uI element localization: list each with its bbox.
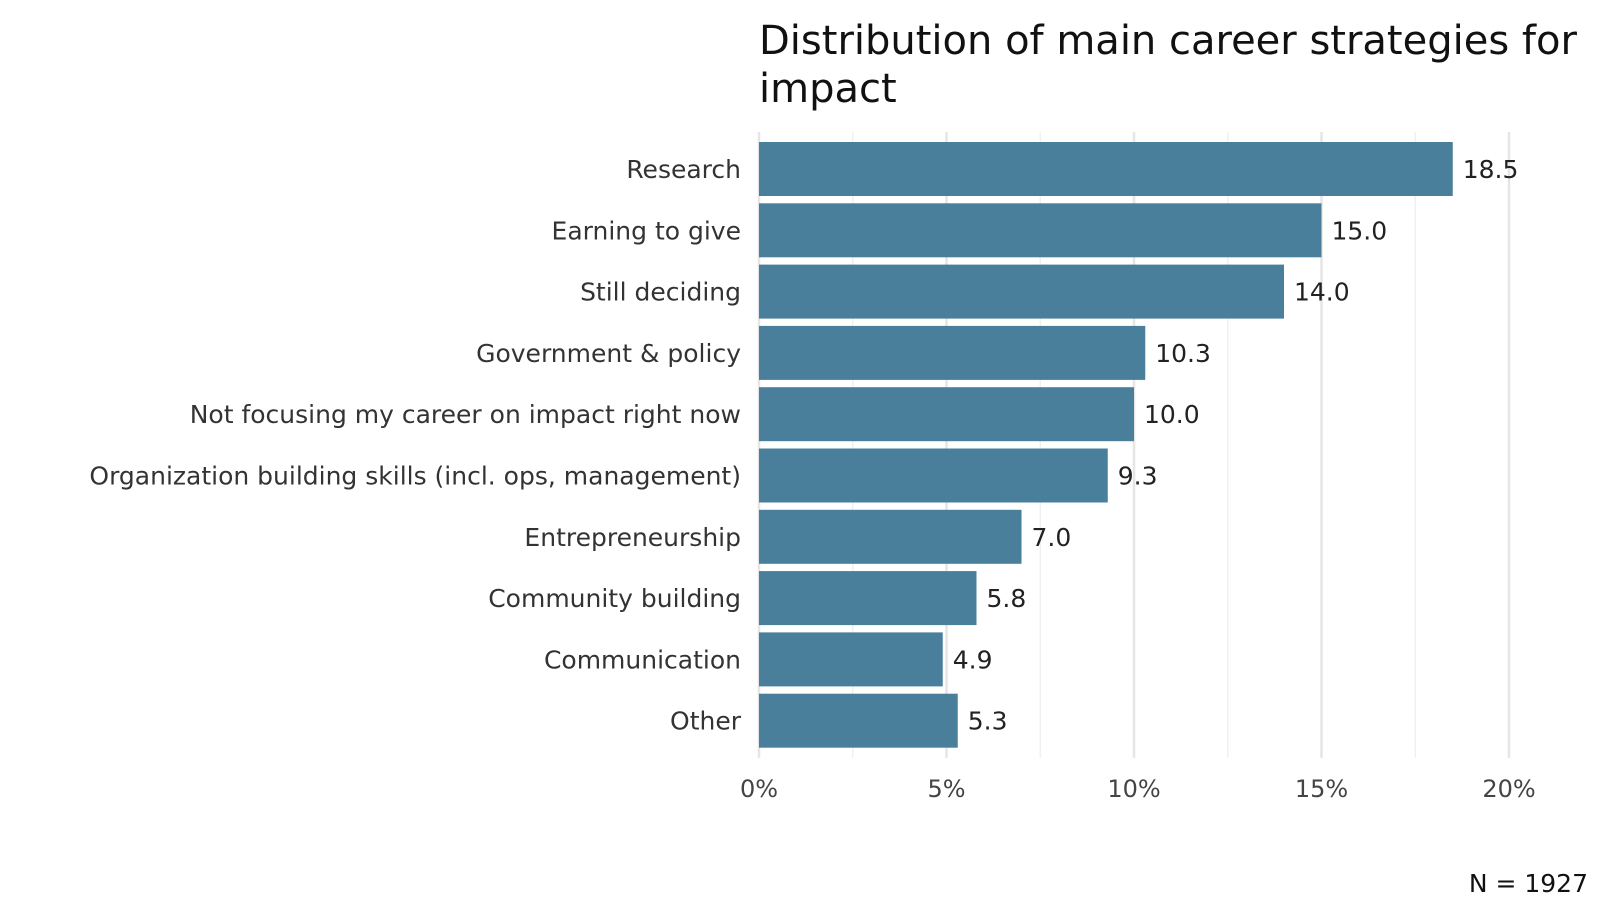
bar [759,509,1022,564]
value-label: 10.3 [1155,339,1211,368]
bar [759,264,1284,319]
bar [759,632,943,687]
bar [759,571,977,626]
bar [759,693,958,748]
bars [759,142,1453,748]
category-label: Other [670,707,742,736]
labels: 0% 5% 10% 15% 20% Research 18.5 Earning to give… [89,155,1535,803]
value-label: 9.3 [1118,462,1158,491]
category-label: Organization building skills (incl. ops,… [89,462,741,491]
title-group: Distribution of main career strategies f… [759,18,1577,112]
value-label: 5.3 [968,707,1008,736]
category-label: Research [626,155,741,184]
category-label: Entrepreneurship [524,523,741,552]
x-tick-label: 0% [740,775,778,803]
x-tick-label: 10% [1107,775,1160,803]
x-tick-label: 15% [1295,775,1348,803]
category-label: Community building [488,584,741,613]
sample-size-note: N = 1927 [1469,869,1588,898]
value-label: 4.9 [953,645,993,674]
bar [759,142,1453,196]
bar [759,203,1322,258]
chart-title-line-2: impact [759,66,897,112]
bar [759,387,1134,442]
category-label: Communication [544,645,741,674]
chart-title-line-1: Distribution of main career strategies f… [759,18,1577,64]
category-label: Earning to give [552,216,741,245]
category-label: Still deciding [580,278,741,307]
bar [759,325,1146,380]
value-label: 15.0 [1332,216,1388,245]
value-label: 10.0 [1144,400,1200,429]
category-label: Government & policy [476,339,741,368]
x-tick-label: 5% [927,775,965,803]
bar [759,448,1108,503]
value-label: 7.0 [1032,523,1072,552]
x-tick-label: 20% [1482,775,1535,803]
value-label: 14.0 [1294,278,1350,307]
value-label: 18.5 [1463,155,1519,184]
category-label: Not focusing my career on impact right n… [190,400,741,429]
value-label: 5.8 [987,584,1027,613]
